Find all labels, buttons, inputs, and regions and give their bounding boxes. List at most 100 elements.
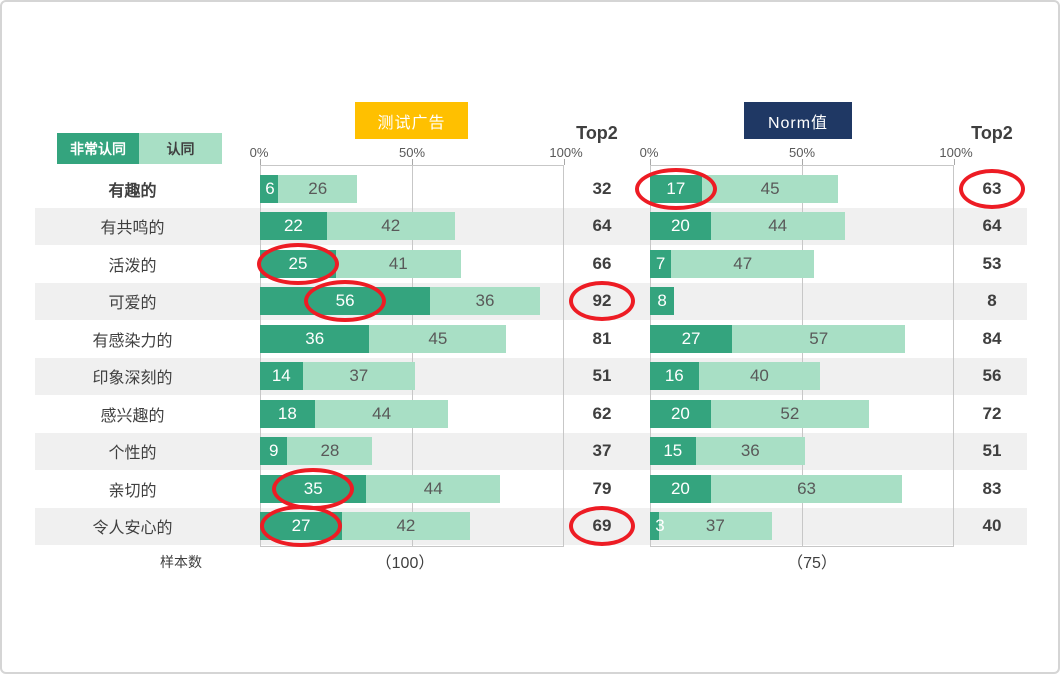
- category-label: 有共鸣的: [100, 220, 165, 238]
- top2-value: 37: [592, 441, 612, 461]
- bar-value-strongly-agree: 16: [664, 366, 684, 386]
- bar-segment-strongly-agree: [260, 399, 315, 428]
- highlight-circle: [260, 505, 343, 548]
- axis-label-50-left: 50%: [398, 145, 426, 160]
- bar-value-agree: 28: [320, 441, 340, 461]
- bar-segment-agree: [302, 362, 416, 391]
- norm-plot-frame: [650, 165, 954, 547]
- bar-segment-strongly-agree: [650, 324, 733, 353]
- top2-value: 53: [982, 253, 1002, 273]
- bar-segment-agree: [336, 249, 461, 278]
- category-label: 有感染力的: [92, 332, 173, 350]
- bar-value-strongly-agree: 9: [268, 441, 279, 461]
- bar-segment-agree: [342, 512, 470, 541]
- bar-value-agree: 44: [768, 216, 788, 236]
- top2-value: 81: [592, 328, 612, 348]
- bar-segment-strongly-agree: [650, 399, 711, 428]
- top2-value: 51: [592, 366, 612, 386]
- bar-segment-strongly-agree: [650, 512, 660, 541]
- highlight-circle: [569, 506, 635, 547]
- top2-value: 72: [982, 403, 1002, 423]
- axis-tick-mark: [411, 159, 413, 165]
- category-label: 感兴趣的: [100, 407, 165, 425]
- category-label: 亲切的: [108, 482, 157, 500]
- gridline-50-left: [412, 166, 413, 546]
- bar-value-strongly-agree: 18: [277, 403, 297, 423]
- legend-strongly-agree: 非常认同: [57, 133, 139, 164]
- bar-value-strongly-agree: 20: [670, 216, 690, 236]
- top2-value: 83: [982, 478, 1002, 498]
- bar-value-agree: 37: [349, 366, 369, 386]
- bar-segment-agree: [366, 474, 501, 503]
- bar-value-agree: 26: [308, 178, 328, 198]
- bar-segment-strongly-agree: [650, 474, 711, 503]
- row-stripe: [35, 432, 1027, 470]
- bar-segment-agree: [710, 474, 903, 503]
- axis-tick-mark: [801, 159, 803, 165]
- axis-label-0-right: 0%: [639, 145, 659, 160]
- top2-value: 84: [982, 328, 1002, 348]
- bar-value-agree: 36: [475, 291, 495, 311]
- row-stripe: [35, 507, 1027, 545]
- bar-value-strongly-agree: 15: [663, 441, 683, 461]
- top2-value: 8: [987, 291, 997, 311]
- top2-value: 32: [592, 178, 612, 198]
- category-label: 印象深刻的: [92, 370, 173, 388]
- bar-segment-agree: [278, 174, 358, 203]
- bar-value-strongly-agree: 3: [655, 516, 665, 536]
- bar-segment-strongly-agree: [650, 212, 711, 241]
- bar-value-agree: 57: [809, 328, 829, 348]
- bar-value-agree: 44: [423, 478, 443, 498]
- top2-value: 56: [982, 366, 1002, 386]
- sample-size-norm: （75）: [787, 555, 837, 572]
- bar-value-agree: 45: [428, 328, 448, 348]
- row-stripe: [35, 357, 1027, 395]
- bar-segment-agree: [430, 287, 540, 316]
- highlight-circle: [959, 168, 1025, 209]
- axis-tick-mark: [259, 159, 261, 165]
- bar-segment-strongly-agree: [260, 437, 288, 466]
- test-ad-header: 测试广告: [355, 102, 468, 139]
- category-label: 有趣的: [108, 182, 157, 200]
- bar-value-agree: 41: [388, 253, 408, 273]
- bar-segment-agree: [326, 212, 455, 241]
- highlight-circle: [634, 167, 717, 210]
- bar-value-agree: 36: [740, 441, 760, 461]
- bar-value-strongly-agree: 8: [657, 291, 667, 311]
- highlight-circle: [304, 280, 387, 323]
- bar-value-agree: 63: [797, 478, 817, 498]
- bar-segment-strongly-agree: [650, 287, 675, 316]
- bar-value-agree: 40: [749, 366, 769, 386]
- test-ad-plot-frame: [260, 165, 564, 547]
- bar-value-strongly-agree: 20: [670, 403, 690, 423]
- norm-value-header: Norm值: [744, 102, 852, 139]
- bar-value-agree: 45: [760, 178, 780, 198]
- bar-value-strongly-agree: 22: [283, 216, 303, 236]
- bar-value-strongly-agree: 7: [655, 253, 666, 273]
- top2-value: 66: [592, 253, 612, 273]
- bar-segment-agree: [698, 362, 821, 391]
- top2-value: 64: [982, 216, 1002, 236]
- bar-segment-agree: [659, 512, 772, 541]
- bar-segment-agree: [287, 437, 373, 466]
- category-label: 个性的: [108, 445, 157, 463]
- bar-value-strongly-agree: 20: [670, 478, 690, 498]
- axis-tick-mark: [953, 159, 955, 165]
- bar-segment-strongly-agree: [650, 437, 696, 466]
- bar-segment-strongly-agree: [260, 362, 303, 391]
- top2-header-left: Top2: [576, 123, 618, 143]
- axis-label-0-left: 0%: [249, 145, 269, 160]
- sample-size-test-ad: （100）: [375, 555, 435, 572]
- bar-value-agree: 42: [381, 216, 401, 236]
- bar-value-agree: 47: [733, 253, 753, 273]
- bar-segment-agree: [314, 399, 449, 428]
- highlight-circle: [257, 242, 339, 285]
- top2-header-right: Top2: [971, 123, 1013, 143]
- category-label: 可爱的: [108, 295, 157, 313]
- bar-segment-agree: [701, 174, 839, 203]
- axis-label-100-right: 100%: [939, 145, 973, 160]
- top2-value: 62: [592, 403, 612, 423]
- top2-value: 64: [592, 216, 612, 236]
- bar-segment-agree: [732, 324, 906, 353]
- category-label: 活泼的: [108, 257, 157, 275]
